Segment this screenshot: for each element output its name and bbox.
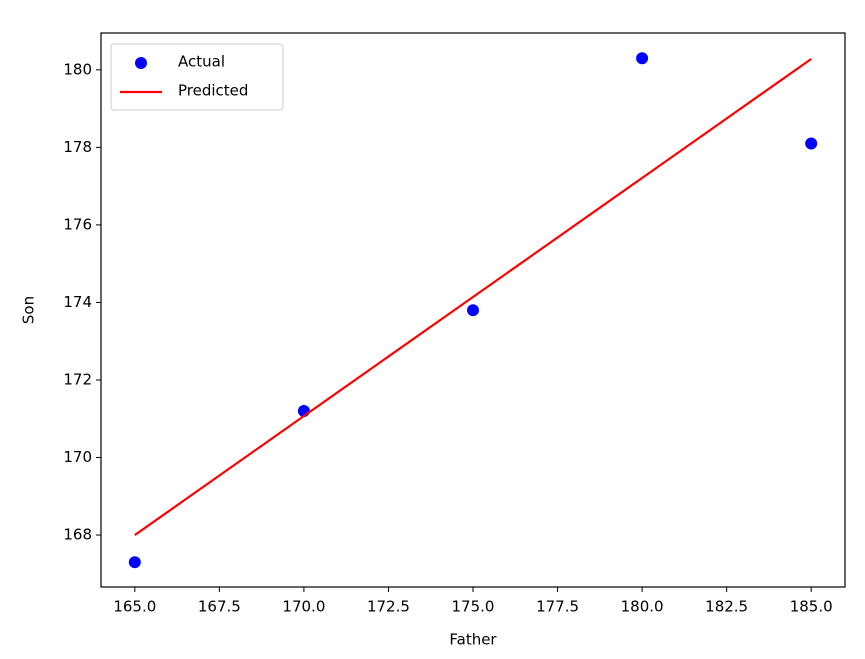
scatter-point [467, 304, 479, 317]
y-tick-label: 174 [63, 293, 92, 311]
x-tick-label: 177.5 [536, 598, 579, 616]
x-tick-label: 172.5 [367, 598, 410, 616]
legend-box [110, 43, 284, 111]
x-axis-label: Father [449, 631, 497, 649]
legend-label: Actual [178, 53, 225, 71]
scatter-point [128, 556, 141, 569]
y-tick-label: 168 [63, 526, 92, 544]
plot-frame [100, 32, 846, 588]
y-tick-label: 180 [63, 60, 92, 78]
x-tick-label: 165.0 [113, 598, 156, 616]
y-tick-label: 176 [63, 215, 92, 233]
y-axis-label: Son [20, 296, 38, 324]
x-tick-label: 180.0 [621, 598, 664, 616]
scatter-point [805, 137, 818, 150]
y-tick-label: 178 [63, 138, 92, 156]
x-tick-label: 185.0 [790, 598, 833, 616]
x-tick-label: 167.5 [198, 598, 241, 616]
x-tick-label: 182.5 [705, 598, 748, 616]
x-tick-label: 170.0 [282, 598, 325, 616]
x-tick-label: 175.0 [452, 598, 495, 616]
legend-label: Predicted [178, 82, 248, 100]
y-tick-label: 172 [63, 370, 92, 388]
line [134, 58, 812, 536]
scatter-point [636, 52, 649, 65]
legend-marker [135, 57, 147, 69]
y-tick-label: 170 [63, 448, 92, 466]
